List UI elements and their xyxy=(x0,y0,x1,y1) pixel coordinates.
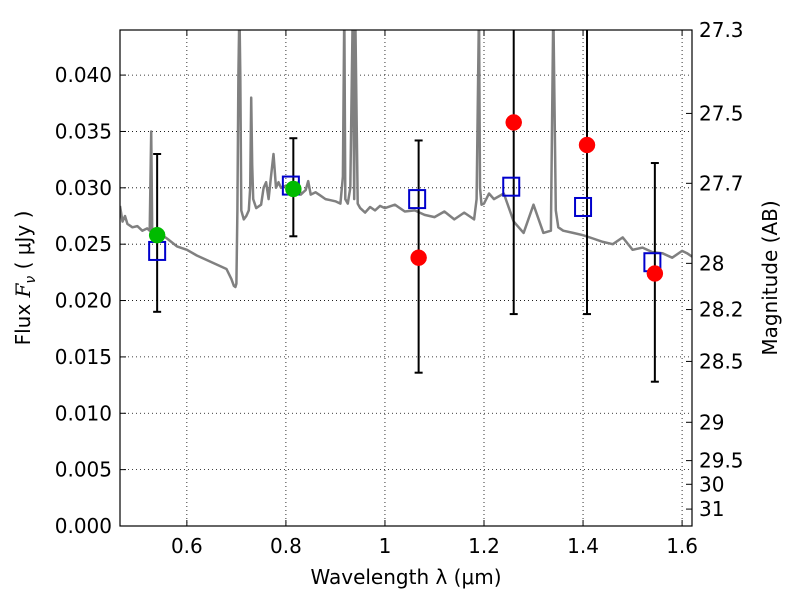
y-tick-label: 0.040 xyxy=(55,63,112,87)
y2-tick-label: 29 xyxy=(699,410,724,434)
plot-area xyxy=(120,30,692,526)
model-photometry-square xyxy=(502,176,521,197)
x-tick-label: 1 xyxy=(379,534,392,558)
y2-tick-label: 27.5 xyxy=(699,101,744,125)
y-tick-label: 0.010 xyxy=(55,401,112,425)
y2-tick-label: 30 xyxy=(699,472,724,496)
y2-tick-label: 29.5 xyxy=(699,449,744,473)
tick-group: 0.6 0.8 1 1.2 1.4 1.6 0.000 0.005 0.010 0.015 0.02… xyxy=(55,18,744,558)
spectrum-line xyxy=(120,30,692,289)
y-axis-title-pre: Flux xyxy=(11,297,35,345)
observed-flux-point xyxy=(148,226,166,244)
y2-axis-title: Magnitude (AB) xyxy=(758,200,782,355)
x-tick-label: 0.8 xyxy=(270,534,302,558)
spectrum-line-group xyxy=(120,30,692,289)
y2-tick-label: 31 xyxy=(699,497,724,521)
y-axis-title-subscript: ν xyxy=(23,276,39,284)
model-photometry-square xyxy=(574,196,593,217)
x-tick-label: 1.2 xyxy=(468,534,500,558)
y-axis-title-symbol: F xyxy=(11,282,35,298)
y2-tick-label: 28.5 xyxy=(699,349,744,373)
y-tick-label: 0.035 xyxy=(55,119,112,143)
y2-tick-label: 27.3 xyxy=(699,18,744,42)
marker-group xyxy=(148,114,664,282)
y-tick-label: 0.025 xyxy=(55,232,112,256)
observed-flux-point xyxy=(578,136,596,154)
observed-flux-point xyxy=(285,180,302,198)
y-tick-label: 0.015 xyxy=(55,345,112,369)
observed-flux-point xyxy=(505,114,522,131)
x-axis-title: Wavelength λ (μm) xyxy=(310,565,501,589)
observed-flux-point xyxy=(646,265,664,282)
y-tick-label: 0.020 xyxy=(55,289,112,313)
model-photometry-square xyxy=(408,189,427,210)
y-tick-label: 0.005 xyxy=(55,458,112,482)
y-tick-label: 0.030 xyxy=(55,176,112,200)
observed-flux-point xyxy=(410,249,427,266)
x-tick-label: 1.4 xyxy=(567,534,599,558)
y2-tick-label: 27.7 xyxy=(699,171,744,195)
plot-frame xyxy=(119,29,693,527)
y-tick-label: 0.000 xyxy=(55,514,112,538)
y-axis-title: Flux Fν ( μJy ) xyxy=(11,211,39,346)
x-tick-label: 0.6 xyxy=(171,534,203,558)
y2-tick-label: 28.2 xyxy=(699,298,744,322)
x-tick-label: 1.6 xyxy=(666,534,698,558)
y2-tick-label: 28 xyxy=(699,251,724,275)
y-axis-title-post: ( μJy ) xyxy=(11,211,35,276)
